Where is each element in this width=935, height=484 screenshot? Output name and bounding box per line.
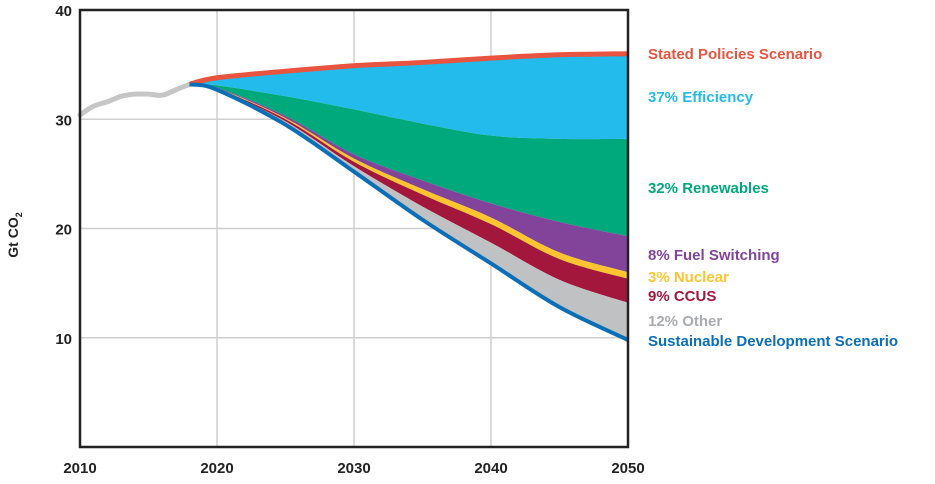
- x-tick-label: 2040: [474, 460, 507, 477]
- x-tick-label: 2050: [611, 460, 644, 477]
- label-37-efficiency: 37% Efficiency: [648, 89, 754, 106]
- label-3-nuclear: 3% Nuclear: [648, 269, 729, 286]
- label-sustainable-development-scenario: Sustainable Development Scenario: [648, 333, 898, 350]
- y-axis-label-subscript: 2: [14, 212, 24, 217]
- y-tick-label: 10: [55, 331, 72, 348]
- series-labels: Stated Policies Scenario 37% Efficiency 32…: [648, 46, 898, 350]
- line-stated-policies-scenario: [188, 51, 629, 87]
- y-tick-label: 20: [55, 222, 72, 239]
- band-9-ccus: [189, 84, 628, 303]
- x-tick-label: 2020: [200, 460, 233, 477]
- plot-frame: [78, 8, 630, 449]
- y-tick-label: 40: [55, 3, 72, 20]
- y-axis-label: Gt CO2: [5, 212, 24, 257]
- x-tick-label: 2010: [63, 460, 96, 477]
- label-8-fuel-switching: 8% Fuel Switching: [648, 247, 780, 264]
- label-stated-policies-scenario: Stated Policies Scenario: [648, 46, 822, 63]
- label-32-renewables: 32% Renewables: [648, 180, 769, 197]
- series-lines: [77, 51, 629, 342]
- area-bands: [189, 53, 628, 340]
- band-12-other: [189, 84, 628, 340]
- label-9-ccus: 9% CCUS: [648, 288, 716, 305]
- band-37-efficiency: [189, 53, 628, 140]
- band-8-fuel-switching: [189, 84, 628, 273]
- x-tick-label: 2030: [337, 460, 370, 477]
- band-32-renewables: [189, 84, 628, 237]
- historical-line: [77, 81, 193, 118]
- y-tick-label: 30: [55, 112, 72, 129]
- label-12-other: 12% Other: [648, 313, 722, 330]
- line-sustainable-development-scenario: [189, 82, 629, 342]
